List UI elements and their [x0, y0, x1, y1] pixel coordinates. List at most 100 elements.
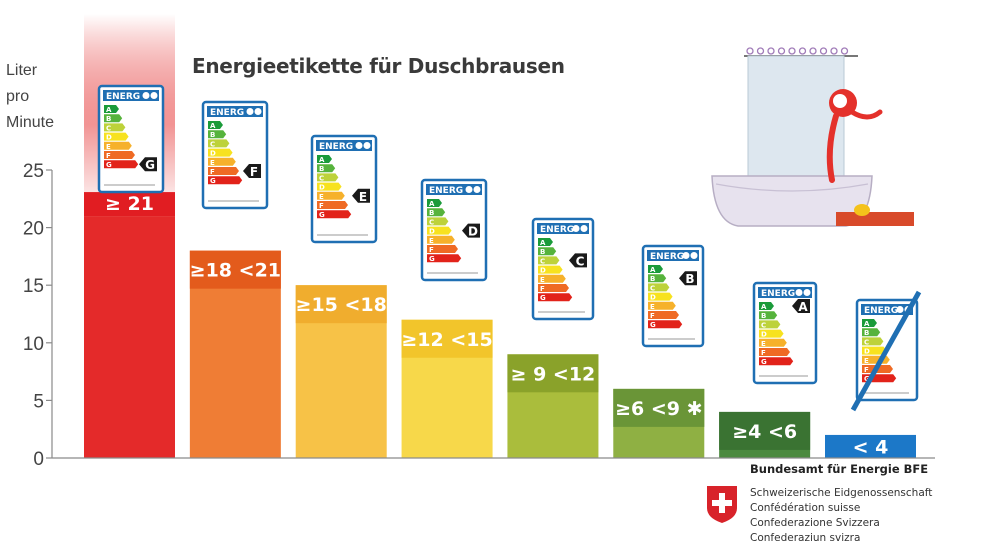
energy-class-arrow: [648, 311, 679, 319]
energy-label-header: [103, 90, 159, 101]
energy-class-marker-letter: B: [685, 272, 694, 286]
energy-class-arrow: [317, 210, 352, 219]
bar-band: [719, 411, 811, 450]
bar-category-label: ≥4 <6: [732, 421, 797, 443]
energy-class-arrow: [759, 320, 781, 329]
energy-class-arrow: [759, 329, 784, 338]
energy-class-marker-letter: A: [798, 300, 808, 314]
bar-category-label: ≥ 21: [105, 193, 154, 215]
energy-class-letter: A: [864, 320, 870, 328]
bar-band: [401, 319, 493, 358]
energy-class-marker: [352, 188, 370, 203]
energy-class-letter: E: [429, 237, 434, 245]
energy-class-letter: C: [761, 321, 766, 329]
energy-class-arrow: [208, 139, 230, 148]
energy-class-letter: D: [106, 134, 112, 142]
energy-class-arrow: [427, 245, 458, 253]
energy-class-letter: B: [761, 312, 766, 320]
energy-class-letter: F: [761, 349, 766, 357]
energy-class-letter: E: [106, 143, 111, 151]
energy-class-letter: D: [210, 150, 216, 158]
bath-mat: [836, 212, 914, 226]
y-unit-line: Liter: [6, 62, 38, 79]
y-tick-label: 0: [33, 449, 44, 470]
energy-class-arrow: [208, 167, 239, 175]
energy-class-arrow: [208, 157, 236, 166]
curtain-ring: [788, 47, 796, 55]
energy-class-arrow: [317, 191, 345, 200]
energy-class-arrow: [538, 238, 553, 246]
energy-class-letter: B: [650, 275, 655, 283]
energy-label-header: [537, 223, 589, 234]
energy-class-arrow: [104, 151, 135, 159]
eu-icon: [803, 289, 811, 296]
eu-icon: [795, 289, 803, 296]
energy-class-arrow: [538, 247, 557, 256]
energy-class-letter: C: [429, 218, 434, 226]
bar-category-label: ≥12 <15: [401, 329, 492, 351]
y-unit-line: Minute: [6, 114, 55, 131]
y-tick-label: 15: [23, 276, 44, 297]
energy-class-marker: [462, 223, 480, 238]
curtain-ring: [767, 47, 775, 55]
bar-band: [507, 354, 599, 393]
energy-class-arrow: [538, 256, 560, 265]
energy-class-letter: E: [540, 276, 545, 284]
energy-class-marker-letter: G: [145, 158, 155, 172]
footer-logo: Bundesamt für Energie BFE Schweizerische…: [705, 462, 991, 549]
footer-line: Confédération suisse: [750, 502, 861, 514]
strike-line: [850, 290, 922, 412]
energy-class-letter: C: [650, 284, 655, 292]
energy-class-arrow: [759, 302, 774, 310]
energy-class-letter: E: [761, 340, 766, 348]
energy-class-arrow: [538, 274, 566, 283]
y-unit-line: pro: [6, 88, 30, 105]
energy-class-arrow: [104, 160, 139, 169]
eu-icon: [363, 142, 371, 149]
energy-class-marker: [243, 164, 261, 178]
energy-class-arrow: [648, 301, 676, 310]
energy-label-header: [861, 304, 913, 315]
energy-class-letter: C: [210, 140, 215, 148]
curtain-ring: [840, 47, 849, 55]
eu-icon: [465, 186, 473, 193]
footer-line: Confederazione Svizzera: [750, 517, 880, 529]
energy-class-arrow: [104, 123, 126, 132]
footer-org: Bundesamt für Energie BFE: [750, 462, 929, 476]
eu-icon: [580, 225, 588, 232]
energy-class-arrow: [427, 199, 442, 207]
energy-class-letter: D: [429, 228, 435, 236]
curtain-ring: [809, 47, 817, 55]
energy-class-letter: G: [319, 211, 325, 219]
y-tick-label: 20: [23, 219, 44, 240]
energy-label-title: ENERG: [864, 306, 898, 316]
energy-class-letter: G: [761, 358, 767, 366]
footer-languages: Schweizerische Eidgenossenschaft Confédé…: [750, 486, 932, 546]
energy-class-arrow: [759, 311, 778, 320]
energy-class-letter: F: [210, 168, 215, 176]
bar-band: [825, 434, 916, 458]
energy-class-letter: A: [650, 266, 656, 274]
energy-class-letter: B: [429, 209, 434, 217]
energy-class-letter: B: [540, 248, 545, 256]
energy-label-header: [647, 250, 699, 261]
energy-class-marker-letter: D: [468, 225, 478, 239]
energy-class-arrow: [427, 254, 462, 263]
energy-label-header: [426, 184, 482, 195]
curtain-ring: [777, 47, 786, 55]
energy-class-letter: D: [761, 331, 767, 339]
energy-label-title: ENERG: [429, 186, 463, 196]
energy-class-letter: E: [319, 193, 324, 201]
energy-class-letter: B: [210, 131, 215, 139]
energy-class-letter: D: [650, 294, 656, 302]
bar: [84, 216, 175, 458]
energy-class-arrow: [427, 226, 452, 235]
energy-class-arrow: [208, 130, 227, 139]
mascot-face: [833, 94, 847, 108]
energy-class-letter: D: [540, 267, 546, 275]
energy-class-letter: D: [319, 184, 325, 192]
energy-class-letter: G: [864, 375, 870, 383]
